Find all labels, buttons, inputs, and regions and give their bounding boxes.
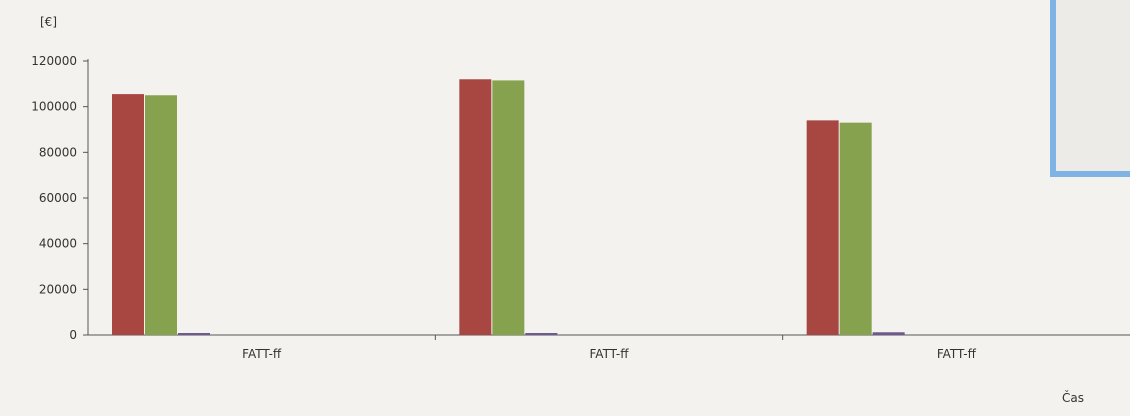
y-tick-label: 0 — [69, 328, 77, 342]
bar — [872, 332, 905, 335]
y-tick-label: 80000 — [39, 145, 77, 159]
axes: 0 20000 40000 60000 80000 100000 120000 FATT-ff… — [31, 54, 1130, 361]
bar — [459, 79, 492, 336]
bar — [525, 333, 558, 335]
bar — [492, 80, 525, 336]
bar — [112, 94, 144, 335]
bar — [806, 120, 839, 335]
y-tick-label: 120000 — [31, 54, 77, 68]
y-tick-label: 40000 — [39, 237, 77, 251]
y-tick-label: 20000 — [39, 282, 77, 296]
bar — [145, 95, 177, 335]
bars — [112, 79, 905, 336]
x-axis-label: Čas — [1062, 390, 1084, 405]
y-axis-label: [€] — [40, 15, 57, 29]
x-tick-label: FATT-ff — [242, 347, 282, 361]
x-tick-label: FATT-ff — [937, 347, 977, 361]
x-tick-label: FATT-ff — [589, 347, 629, 361]
legend-panel — [1050, 0, 1130, 177]
bar — [839, 122, 872, 336]
y-tick-label: 60000 — [39, 191, 77, 205]
y-tick-label: 100000 — [31, 100, 77, 114]
bar — [178, 333, 210, 335]
